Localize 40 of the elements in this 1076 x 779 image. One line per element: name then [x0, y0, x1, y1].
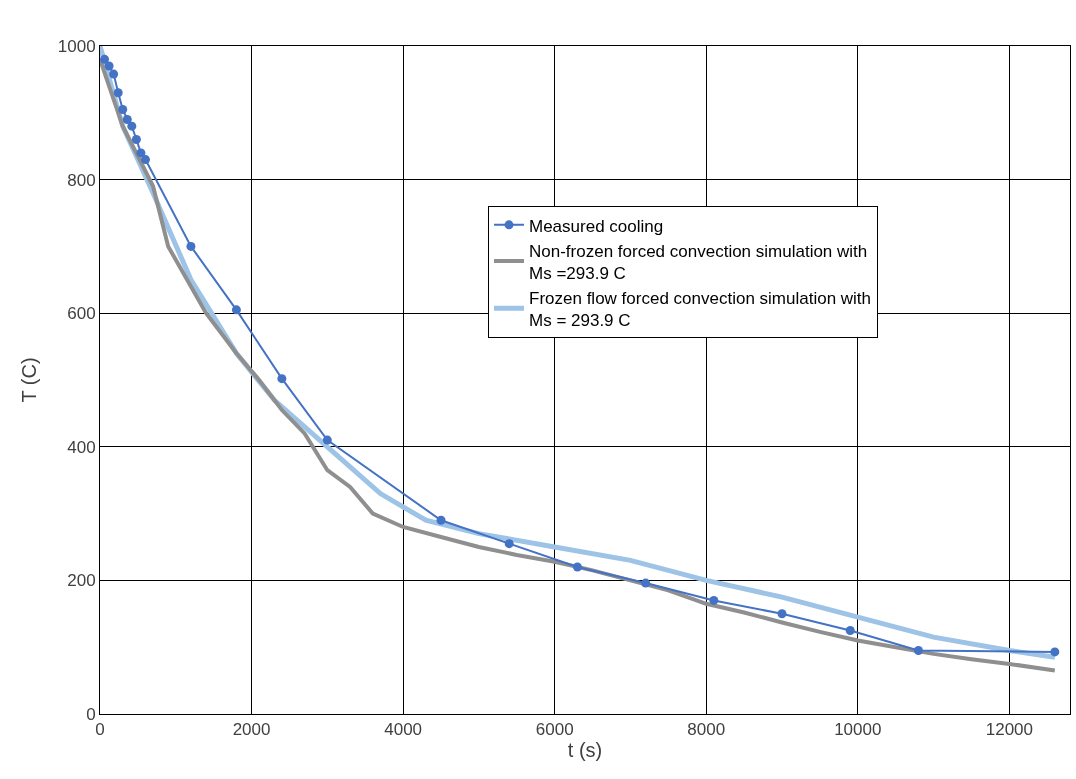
x-tick-label: 4000	[384, 720, 423, 740]
point	[109, 69, 119, 79]
legend-label: Frozen flow forced convection simulation with Ms = 293.9 C	[529, 288, 872, 330]
point	[140, 155, 150, 165]
point	[845, 626, 855, 635]
point	[104, 61, 114, 71]
point	[1050, 647, 1060, 657]
point	[709, 595, 719, 605]
point	[118, 104, 128, 114]
point	[100, 54, 110, 64]
point	[322, 435, 332, 445]
point	[913, 646, 923, 656]
point	[113, 88, 123, 98]
legend-label: Non-frozen forced convection simulation with Ms =293.9 C	[529, 241, 868, 283]
x-tick-label: 2000	[232, 720, 271, 740]
point	[572, 562, 582, 572]
point	[127, 121, 137, 131]
point	[122, 114, 132, 124]
y-tick-label: 400	[67, 437, 96, 457]
point	[436, 515, 446, 525]
legend-label: Measured cooling	[529, 216, 664, 236]
x-tick-label: 10000	[834, 720, 882, 740]
y-axis-title: T (C)	[18, 357, 41, 403]
point	[504, 539, 514, 549]
y-tick-label: 200	[67, 571, 96, 591]
x-axis-title: t (s)	[567, 739, 603, 762]
x-tick-label: 8000	[687, 720, 726, 740]
point	[277, 374, 287, 384]
point	[186, 241, 196, 251]
y-tick-label: 1000	[57, 36, 96, 56]
y-tick-label: 0	[86, 704, 96, 724]
y-tick-label: 800	[67, 170, 96, 190]
point	[136, 148, 146, 158]
point	[777, 609, 787, 619]
point	[231, 305, 241, 315]
x-tick-label: 6000	[535, 720, 574, 740]
x-tick-label: 12000	[985, 720, 1034, 740]
point	[641, 578, 651, 588]
point	[131, 135, 141, 145]
y-tick-label: 600	[67, 304, 96, 324]
